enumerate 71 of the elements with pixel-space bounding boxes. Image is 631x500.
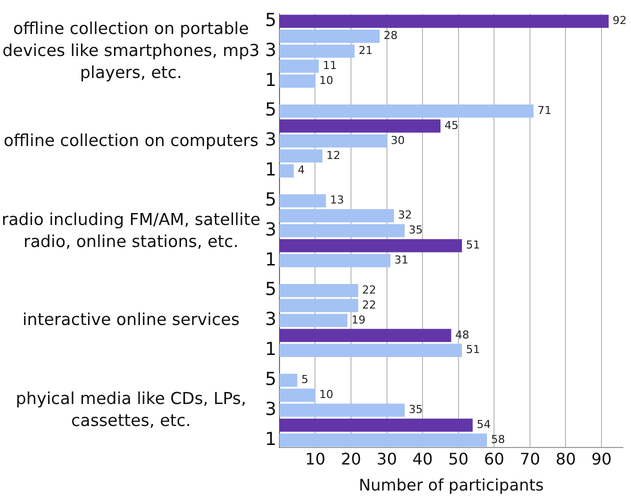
data-label: 58 bbox=[491, 432, 506, 446]
x-tick-label: 60 bbox=[484, 449, 504, 468]
data-label: 30 bbox=[390, 134, 405, 147]
x-tick-label: 40 bbox=[412, 449, 433, 468]
bar bbox=[279, 239, 462, 252]
bar bbox=[279, 254, 390, 268]
y-tick-label: 3 bbox=[265, 309, 276, 330]
x-tick-label: 70 bbox=[520, 449, 540, 468]
text: offline collection on portable devices like smartphones, mp3 players, etc. bbox=[1, 18, 261, 84]
data-label: 13 bbox=[330, 194, 344, 207]
data-label: 12 bbox=[326, 148, 340, 162]
data-label: 31 bbox=[394, 253, 408, 266]
x-axis-title: Number of participants bbox=[358, 476, 544, 495]
data-label: 71 bbox=[538, 104, 552, 117]
bar bbox=[279, 164, 294, 178]
y-tick-label: 5 bbox=[265, 279, 276, 300]
data-label: 5 bbox=[301, 373, 308, 386]
y-tick-label: 5 bbox=[265, 368, 276, 390]
bar bbox=[279, 284, 358, 298]
bar bbox=[279, 14, 609, 28]
x-tick-label: 10 bbox=[305, 449, 326, 468]
x-tick-label: 20 bbox=[340, 449, 362, 468]
bar bbox=[279, 149, 322, 162]
bar bbox=[279, 74, 316, 88]
y-tick-label: 5 bbox=[265, 100, 276, 121]
data-label: 21 bbox=[358, 44, 373, 58]
data-label: 51 bbox=[466, 343, 480, 356]
x-tick-label: 30 bbox=[376, 449, 397, 468]
data-label: 19 bbox=[351, 313, 366, 326]
y-tick-label: 1 bbox=[265, 428, 276, 450]
text: phyical media like CDs, LPs, cassettes, etc. bbox=[14, 388, 248, 432]
x-tick-label: 90 bbox=[591, 449, 612, 468]
data-label: 32 bbox=[398, 208, 412, 222]
x-tick-label: 80 bbox=[556, 449, 576, 468]
data-label: 10 bbox=[319, 388, 334, 402]
y-tick-label: 1 bbox=[265, 339, 276, 360]
text: interactive online services bbox=[21, 309, 241, 332]
bar bbox=[279, 134, 387, 148]
data-label: 35 bbox=[408, 224, 423, 237]
bar bbox=[279, 119, 440, 133]
data-label: 4 bbox=[298, 164, 305, 177]
data-label: 48 bbox=[455, 328, 470, 342]
bar bbox=[279, 344, 462, 357]
text: offline collection on computers bbox=[2, 130, 260, 152]
y-tick-label: 5 bbox=[265, 189, 276, 210]
y-tick-label: 1 bbox=[265, 70, 276, 91]
bar bbox=[279, 314, 348, 328]
data-label: 22 bbox=[362, 298, 376, 312]
bar bbox=[279, 298, 358, 312]
data-label: 11 bbox=[322, 59, 337, 72]
bar bbox=[279, 418, 473, 432]
y-tick-label: 3 bbox=[265, 219, 276, 240]
text: radio including FM/AM, satellite radio, online stations, etc. bbox=[0, 208, 262, 253]
data-label: 54 bbox=[476, 418, 491, 432]
y-tick-label: 3 bbox=[265, 130, 276, 151]
data-label: 51 bbox=[466, 238, 480, 252]
data-label: 22 bbox=[362, 283, 376, 296]
bar bbox=[279, 328, 452, 342]
data-label: 92 bbox=[612, 14, 627, 28]
y-tick-label: 5 bbox=[265, 10, 276, 31]
y-tick-label: 3 bbox=[265, 40, 276, 61]
data-label: 45 bbox=[444, 118, 458, 132]
y-tick-label: 3 bbox=[265, 398, 276, 420]
bar bbox=[279, 434, 488, 447]
data-label: 35 bbox=[408, 403, 423, 416]
x-tick-label: 50 bbox=[448, 449, 469, 468]
y-tick-label: 1 bbox=[265, 160, 276, 181]
data-label: 10 bbox=[319, 74, 334, 87]
bar bbox=[279, 104, 534, 118]
data-label: 28 bbox=[384, 29, 398, 42]
y-tick-label: 1 bbox=[265, 249, 276, 270]
